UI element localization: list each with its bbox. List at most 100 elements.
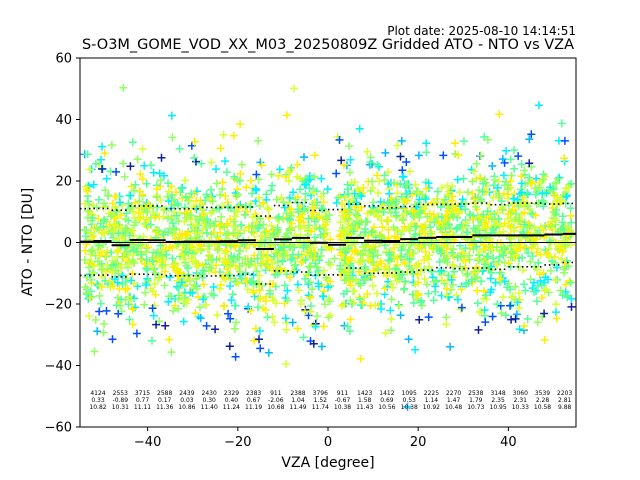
scatter-point — [402, 180, 411, 189]
scatter-point — [375, 177, 384, 186]
scatter-point — [343, 322, 352, 331]
scatter-point — [512, 310, 521, 319]
scatter-point — [168, 243, 177, 252]
scatter-point — [483, 223, 492, 232]
scatter-point — [400, 284, 409, 293]
scatter-point — [136, 170, 145, 178]
scatter-point — [236, 120, 245, 129]
scatter-point — [340, 213, 349, 222]
y-tick-label: 0 — [64, 236, 72, 251]
scatter-point — [410, 236, 418, 245]
scatter-point — [393, 254, 402, 262]
scatter-point — [267, 170, 276, 179]
scatter-point — [127, 276, 136, 285]
scatter-point — [403, 196, 412, 205]
scatter-point — [150, 279, 159, 288]
scatter-point — [566, 211, 575, 220]
scatter-point — [86, 228, 95, 237]
x-tick-label: 20 — [410, 435, 427, 450]
scatter-point — [402, 158, 411, 166]
scatter-point — [506, 301, 515, 310]
scatter-point — [415, 315, 424, 324]
scatter-point — [301, 189, 310, 198]
scatter-point — [231, 352, 240, 361]
scatter-point — [178, 230, 187, 238]
scatter-point — [528, 252, 537, 261]
scatter-point — [351, 277, 360, 286]
scatter-point — [442, 291, 451, 300]
scatter-point — [503, 185, 512, 194]
scatter-point — [371, 246, 380, 255]
scatter-point — [183, 231, 192, 240]
scatter-point — [421, 195, 430, 203]
scatter-point — [109, 260, 118, 269]
scatter-point — [536, 276, 545, 285]
scatter-point — [259, 220, 268, 229]
scatter-point — [340, 276, 349, 285]
scatter-point — [187, 189, 196, 198]
scatter-point — [117, 264, 126, 273]
scatter-point — [470, 167, 479, 176]
scatter-point — [559, 236, 568, 245]
scatter-point — [318, 205, 327, 214]
scatter-point — [546, 266, 555, 275]
scatter-point — [174, 304, 183, 313]
scatter-point — [294, 286, 303, 295]
scatter-point — [301, 181, 310, 189]
scatter-point — [349, 298, 358, 307]
scatter-point — [531, 211, 540, 220]
scatter-point — [230, 217, 239, 226]
scatter-point — [517, 160, 526, 169]
scatter-point — [306, 307, 315, 316]
scatter-point — [317, 174, 326, 183]
scatter-point — [399, 241, 408, 250]
scatter-point — [111, 192, 119, 201]
scatter-point — [151, 268, 160, 277]
scatter-point — [94, 195, 103, 204]
scatter-point — [101, 186, 110, 195]
scatter-point — [457, 303, 466, 312]
scatter-point — [346, 281, 355, 290]
scatter-point — [162, 250, 171, 259]
scatter-point — [262, 260, 271, 269]
scatter-point — [429, 210, 438, 219]
scatter-point — [346, 168, 354, 177]
scatter-point — [493, 208, 502, 217]
scatter-point — [296, 222, 305, 231]
scatter-point — [309, 243, 318, 252]
scatter-point — [211, 325, 220, 334]
scatter-point — [98, 142, 106, 151]
scatter-point — [454, 151, 463, 160]
scatter-point — [453, 175, 462, 184]
scatter-point — [205, 242, 214, 250]
scatter-point — [364, 250, 373, 259]
scatter-point — [306, 293, 315, 302]
scatter-point — [457, 252, 465, 261]
scatter-point — [469, 268, 478, 277]
scatter-point — [497, 197, 506, 206]
bin-stat-counts: 3715 — [135, 390, 150, 397]
scatter-point — [300, 153, 308, 162]
scatter-point — [539, 269, 548, 278]
bin-stat-stds: 11.43 — [356, 404, 373, 411]
scatter-point — [377, 305, 386, 313]
scatter-point — [293, 280, 302, 289]
scatter-point — [494, 177, 503, 186]
scatter-point — [506, 285, 515, 294]
bin-stat-counts: 911 — [337, 390, 349, 397]
scatter-point — [168, 133, 177, 142]
scatter-point — [438, 198, 447, 207]
scatter-point — [249, 288, 258, 297]
scatter-point — [246, 260, 255, 269]
scatter-point — [543, 248, 551, 257]
x-tick-label: −40 — [134, 435, 161, 450]
scatter-point — [349, 227, 358, 236]
scatter-point — [448, 182, 456, 191]
scatter-point — [540, 309, 549, 318]
scatter-point — [444, 219, 452, 228]
scatter-point — [128, 138, 137, 147]
scatter-point — [132, 329, 141, 338]
scatter-point — [558, 247, 567, 256]
scatter-point — [178, 290, 187, 299]
scatter-point — [420, 274, 429, 283]
